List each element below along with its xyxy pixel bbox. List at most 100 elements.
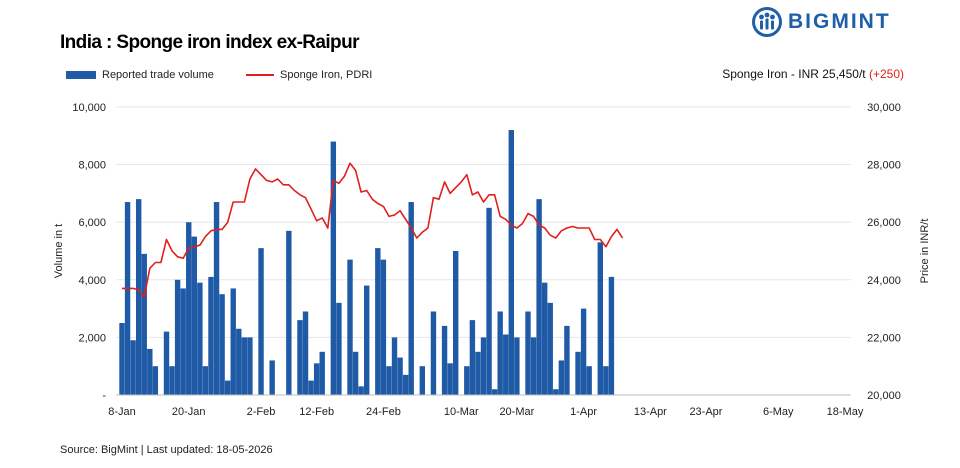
volume-bar	[586, 366, 592, 395]
volume-bar	[608, 276, 615, 395]
volume-bar	[464, 366, 470, 395]
volume-bar	[514, 337, 520, 395]
y-left-axis-title: Volume in t	[53, 224, 65, 278]
volume-bar	[124, 202, 131, 395]
y-right-tick-label: 22,000	[867, 332, 901, 344]
y-left-tick-label: 8,000	[78, 160, 106, 172]
volume-bar	[419, 366, 426, 395]
axes: - 20,000 2,000 22,000 4,000 24,000 6,000 26,000…	[53, 102, 931, 418]
y-left-tick-label: 4,000	[78, 275, 106, 287]
volume-bar	[224, 380, 231, 395]
chart-title: India : Sponge iron index ex-Raipur	[60, 32, 359, 53]
y-left-tick-label: 10,000	[72, 102, 106, 114]
x-tick-label: 6-May	[763, 406, 794, 418]
y-right-axis-title: Price in INR/t	[919, 219, 931, 284]
volume-bar	[497, 311, 503, 395]
volume-bar	[525, 311, 531, 395]
volume-bar	[547, 302, 553, 395]
latest-price-note: Sponge Iron - INR 25,450/t (+250)	[722, 67, 904, 81]
volume-bar	[330, 141, 337, 395]
x-tick-label: 24-Feb	[366, 406, 401, 418]
x-tick-label: 2-Feb	[247, 406, 276, 418]
volume-bar	[197, 282, 203, 395]
x-tick-label: 23-Apr	[689, 406, 722, 418]
volume-bar	[286, 230, 292, 395]
volume-bar	[236, 328, 242, 395]
volume-bar	[202, 366, 209, 395]
legend-item-price: Sponge Iron, PDRI	[246, 69, 372, 81]
volume-bar	[352, 351, 359, 395]
y-right-tick-label: 20,000	[867, 390, 901, 402]
volume-bar	[402, 374, 409, 395]
volume-bar	[536, 199, 542, 395]
volume-bar	[141, 253, 147, 395]
price-line	[122, 162, 624, 298]
volume-bar	[230, 288, 236, 395]
price-line-group	[122, 162, 624, 298]
volume-bar	[163, 331, 170, 395]
volume-bar	[580, 308, 587, 395]
y-right-tick-label: 26,000	[867, 217, 901, 229]
x-tick-label: 12-Feb	[299, 406, 334, 418]
volume-bar	[186, 222, 192, 395]
volume-bar	[241, 337, 248, 395]
volume-bar	[208, 276, 214, 395]
volume-bar	[135, 199, 142, 395]
x-tick-label: 18-May	[827, 406, 864, 418]
volume-bar	[558, 360, 565, 395]
y-left-tick-label: 2,000	[78, 332, 106, 344]
grid-lines	[116, 106, 851, 338]
y-right-tick-label: 30,000	[867, 102, 901, 114]
volume-bar	[469, 320, 476, 395]
volume-bar	[486, 207, 492, 395]
volume-bar	[430, 311, 437, 395]
volume-bar	[447, 363, 453, 395]
y-left-tick-label: 6,000	[78, 217, 106, 229]
volume-bars	[119, 130, 615, 396]
y-left-tick-label: -	[102, 390, 106, 402]
brand-logo: BIGMINT	[752, 4, 891, 40]
volume-bar	[408, 202, 414, 395]
volume-bar	[308, 380, 314, 395]
legend-swatch-bar	[66, 71, 96, 79]
volume-bar	[174, 279, 181, 395]
volume-bar	[119, 323, 125, 395]
volume-bar	[147, 348, 153, 395]
x-tick-label: 20-Mar	[499, 406, 534, 418]
volume-bar	[130, 340, 136, 395]
volume-bar	[603, 366, 609, 395]
x-tick-label: 10-Mar	[444, 406, 479, 418]
volume-bar	[180, 288, 186, 395]
volume-bar	[247, 337, 253, 395]
volume-bar	[564, 325, 570, 395]
legend-item-volume: Reported trade volume	[66, 69, 214, 81]
volume-bar	[553, 389, 559, 395]
logo-wordmark: BIGMINT	[788, 10, 891, 33]
volume-bar	[213, 202, 220, 395]
latest-price-text: Sponge Iron - INR 25,450/t	[722, 67, 866, 81]
volume-bar	[380, 259, 387, 395]
volume-bar	[302, 311, 309, 395]
price-change-text: (+250)	[868, 67, 904, 81]
volume-bar	[336, 302, 342, 395]
volume-bar	[503, 334, 509, 395]
volume-bar	[319, 351, 325, 395]
volume-bar	[269, 360, 275, 395]
legend-swatch-line	[246, 74, 274, 76]
legend-label-volume: Reported trade volume	[102, 69, 214, 81]
x-tick-label: 1-Apr	[570, 406, 597, 418]
volume-bar	[375, 248, 381, 395]
volume-bar	[386, 366, 392, 395]
volume-bar	[397, 357, 403, 395]
volume-bar	[347, 259, 353, 395]
volume-bar	[491, 389, 498, 395]
y-right-tick-label: 24,000	[867, 275, 901, 287]
legend-label-price: Sponge Iron, PDRI	[280, 69, 373, 81]
x-tick-label: 20-Jan	[172, 406, 206, 418]
volume-bar	[452, 251, 459, 395]
volume-bar	[258, 248, 264, 395]
x-tick-label: 8-Jan	[108, 406, 136, 418]
volume-bar	[575, 351, 581, 395]
volume-bar	[541, 282, 548, 395]
